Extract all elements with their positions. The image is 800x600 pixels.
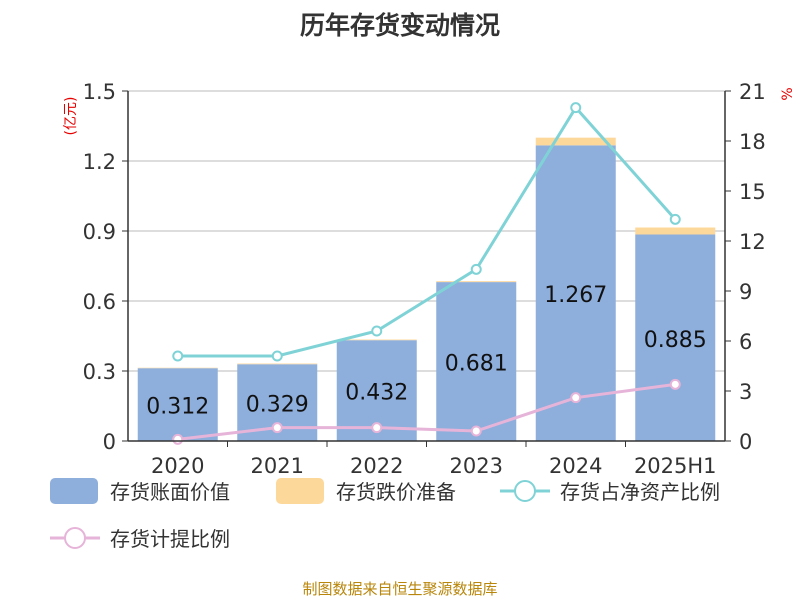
x-tick-label: 2022: [350, 454, 403, 478]
left-axis-unit-label: (亿元): [63, 97, 79, 136]
right-tick-label: 0: [739, 430, 752, 454]
x-tick-label: 2021: [251, 454, 304, 478]
legend-marker-ratio: [500, 479, 550, 502]
right-tick-label: 18: [739, 130, 766, 154]
point-provision: [371, 422, 383, 434]
bar-value-label: 0.432: [345, 381, 408, 406]
point-ratio: [271, 350, 283, 362]
label-layer: 0.312 0.329 0.432 0.681 1.267 0.885: [146, 283, 706, 419]
bar-reserve: [635, 227, 716, 235]
left-tick-label: 1.5: [83, 80, 116, 104]
point-ratio: [470, 263, 482, 275]
bar-reserve: [535, 137, 616, 146]
left-tick-label: 0.3: [83, 360, 116, 384]
bar-book-value: [535, 145, 616, 441]
point-ratio: [669, 213, 681, 225]
left-tick-label: 1.2: [83, 150, 116, 174]
legend-item-reserve[interactable]: 存货跌价准备: [276, 476, 456, 505]
point-provision: [570, 392, 582, 404]
source-note: 制图数据来自恒生聚源数据库: [302, 580, 498, 598]
right-axis-unit-label: %: [780, 87, 796, 100]
bar-book-value: [635, 234, 716, 441]
point-ratio: [371, 325, 383, 337]
x-tick-label: 2023: [450, 454, 503, 478]
line-ratio: [177, 105, 677, 358]
x-tick-label: 2020: [151, 454, 204, 478]
bar-reserve: [237, 363, 318, 365]
legend-label-ratio: 存货占净资产比例: [560, 480, 720, 504]
left-tick-label: 0.9: [83, 220, 116, 244]
bar-value-label: 0.329: [246, 393, 309, 418]
right-tick-label: 3: [739, 380, 752, 404]
legend-label-provision: 存货计提比例: [110, 527, 230, 551]
point-ratio: [172, 350, 184, 362]
point-provision: [669, 378, 681, 390]
legend-label-reserve: 存货跌价准备: [336, 480, 456, 504]
legend-marker-provision: [50, 526, 100, 549]
left-tick-label: 0: [103, 430, 116, 454]
bar-value-label: 0.681: [445, 352, 508, 377]
point-provision: [470, 425, 482, 437]
bar-book-value: [436, 282, 517, 441]
bar-reserve: [336, 339, 417, 341]
legend-swatch-book-value: [50, 477, 98, 504]
bar-value-label: 1.267: [544, 283, 607, 308]
point-provision: [172, 433, 184, 445]
bar-value-label: 0.312: [146, 395, 209, 420]
chart-title: 历年存货变动情况: [299, 11, 500, 40]
point-provision: [271, 422, 283, 434]
legend-swatch-reserve: [276, 477, 324, 504]
x-tick-label: 2025H1: [634, 454, 717, 478]
right-tick-label: 6: [739, 330, 752, 354]
right-tick-label: 15: [739, 180, 766, 204]
line-provision: [177, 382, 676, 441]
line-layer: [172, 102, 681, 445]
point-ratio: [570, 102, 582, 114]
axis-layer: 0 0.3 0.6 0.9 1.2 1.5 0 3 6 9 12 15 18 21 (亿元)% 2020 202…: [63, 80, 796, 478]
legend-item-provision[interactable]: 存货计提比例: [50, 523, 230, 552]
bar-value-label: 0.885: [644, 328, 707, 353]
legend-item-book-value[interactable]: 存货账面价值: [50, 476, 230, 505]
bar-book-value: [137, 368, 218, 441]
right-tick-label: 9: [739, 280, 752, 304]
x-tick-label: 2024: [549, 454, 602, 478]
right-tick-label: 12: [739, 230, 766, 254]
left-tick-label: 0.6: [83, 290, 116, 314]
legend-label-book-value: 存货账面价值: [110, 480, 230, 504]
bar-reserve: [436, 281, 517, 283]
right-tick-label: 21: [739, 80, 766, 104]
legend-item-ratio[interactable]: 存货占净资产比例: [500, 476, 720, 505]
bar-layer: [137, 137, 716, 441]
